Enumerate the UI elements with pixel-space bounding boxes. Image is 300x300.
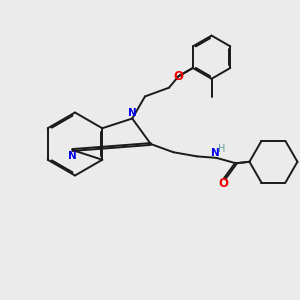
Text: O: O [218,177,228,190]
Text: O: O [174,70,184,83]
Text: N: N [212,148,220,158]
Text: N: N [68,151,77,161]
Text: N: N [128,108,136,118]
Text: H: H [218,145,226,154]
